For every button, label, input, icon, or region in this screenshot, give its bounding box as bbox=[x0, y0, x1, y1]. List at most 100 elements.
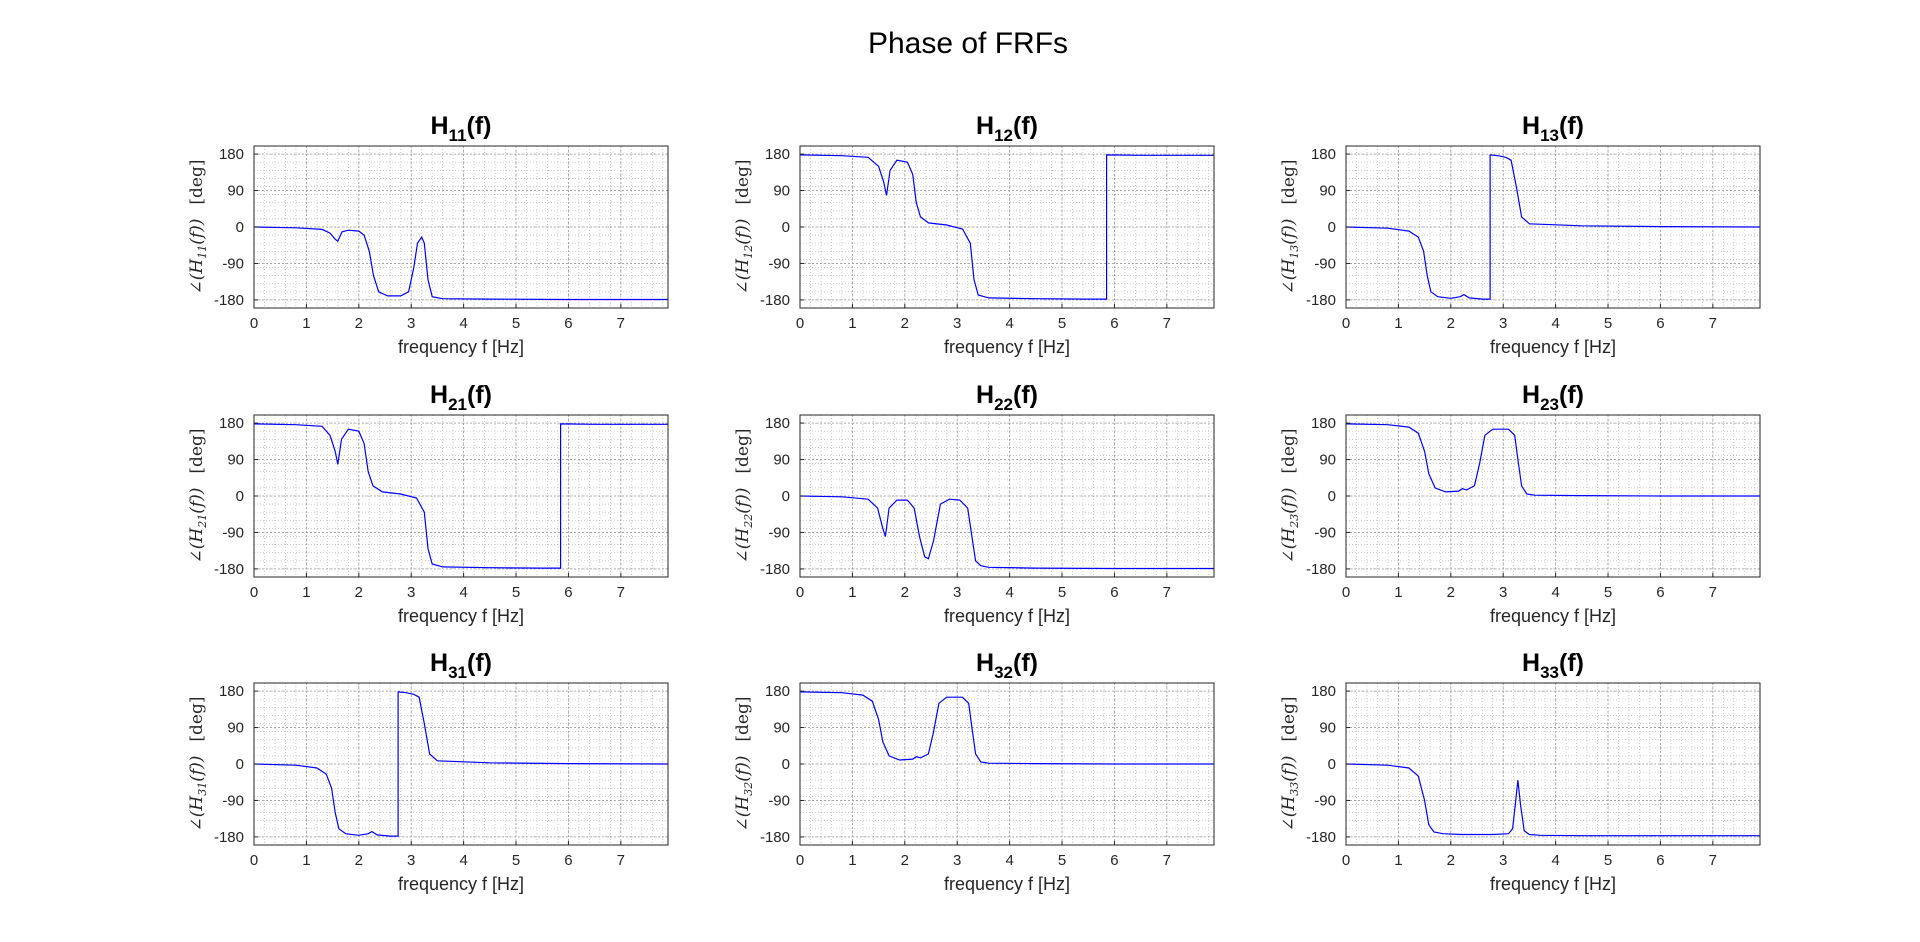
y-axis-label: ∠(H13(f)) [deg] bbox=[1279, 160, 1301, 295]
subplot-H22: 0 1 2 3 4 5 6 7 -180 -90 0 90 180 frequency f [Hz] ∠(H… bbox=[733, 381, 1215, 626]
x-tick-label: 7 bbox=[1163, 852, 1171, 869]
x-tick-label: 1 bbox=[302, 584, 310, 601]
phase-line-H11 bbox=[253, 226, 668, 301]
y-tick-label: -90 bbox=[768, 255, 790, 272]
x-tick-label: 6 bbox=[564, 584, 572, 601]
y-axis-label-unit: [deg] bbox=[733, 697, 753, 742]
y-tick-label: -90 bbox=[222, 792, 244, 809]
x-tick-label: 6 bbox=[564, 852, 572, 869]
x-tick-label: 7 bbox=[617, 315, 625, 332]
y-tick-label: -180 bbox=[1306, 292, 1336, 309]
x-tick-label: 0 bbox=[250, 852, 258, 869]
subplot-title-tail: (f) bbox=[467, 112, 492, 140]
y-axis-label-unit: [deg] bbox=[1279, 160, 1299, 205]
x-axis-label: frequency f [Hz] bbox=[398, 337, 524, 357]
x-axis-label: frequency f [Hz] bbox=[944, 337, 1070, 357]
phase-line-H12 bbox=[799, 154, 1214, 300]
x-axis-label: frequency f [Hz] bbox=[944, 874, 1070, 894]
subplot-title-tail: (f) bbox=[1559, 649, 1584, 677]
x-tick-label: 7 bbox=[1163, 584, 1171, 601]
x-tick-label: 6 bbox=[1110, 584, 1118, 601]
y-axis-label-unit: [deg] bbox=[733, 429, 753, 474]
subplot-title-sub: 21 bbox=[448, 395, 467, 414]
y-axis-label-sub: 31 bbox=[196, 782, 209, 796]
x-tick-label: 5 bbox=[1604, 852, 1612, 869]
y-tick-label: -180 bbox=[214, 292, 244, 309]
x-tick-label: 7 bbox=[1709, 315, 1717, 332]
phase-line-H13 bbox=[1345, 154, 1761, 300]
y-axis-label: ∠(H11(f)) [deg] bbox=[187, 160, 209, 295]
subplot-title-main: H bbox=[1522, 112, 1540, 140]
y-axis-label-main: ∠(H bbox=[733, 527, 753, 564]
subplot-title-sub: 22 bbox=[994, 395, 1013, 414]
subplot-title-tail: (f) bbox=[467, 381, 492, 409]
x-tick-label: 4 bbox=[1551, 852, 1559, 869]
x-tick-label: 4 bbox=[1005, 584, 1013, 601]
y-axis-label-tail: (f)) bbox=[1279, 756, 1299, 782]
subplot-title-main: H bbox=[430, 649, 448, 677]
y-tick-label: 0 bbox=[1328, 756, 1336, 773]
x-tick-label: 4 bbox=[459, 315, 467, 332]
x-tick-label: 2 bbox=[901, 852, 909, 869]
x-tick-label: 4 bbox=[1005, 315, 1013, 332]
y-axis-label-tail: (f)) bbox=[187, 488, 207, 514]
y-axis-label: ∠(H21(f)) [deg] bbox=[187, 429, 209, 564]
x-axis-label: frequency f [Hz] bbox=[1490, 606, 1616, 626]
y-axis-label-sub: 11 bbox=[196, 245, 209, 259]
y-tick-label: -90 bbox=[1314, 524, 1336, 541]
y-tick-label: 0 bbox=[236, 219, 244, 236]
y-axis-label-main: ∠(H bbox=[1279, 527, 1299, 564]
y-axis-label-sub: 23 bbox=[1288, 514, 1301, 529]
y-tick-label: -90 bbox=[768, 792, 790, 809]
x-tick-label: 0 bbox=[796, 315, 804, 332]
subplot-H11: 0 1 2 3 4 5 6 7 -180 -90 0 90 180 frequency f [Hz] ∠(H… bbox=[187, 112, 669, 357]
y-axis-label-sub: 13 bbox=[1288, 245, 1301, 259]
subplot-title-main: H bbox=[1522, 381, 1540, 409]
subplot-title-main: H bbox=[976, 649, 994, 677]
y-tick-label: -180 bbox=[760, 561, 790, 578]
x-tick-label: 2 bbox=[355, 852, 363, 869]
x-tick-label: 5 bbox=[1604, 315, 1612, 332]
subplot-title-main: H bbox=[976, 381, 994, 409]
y-tick-label: -90 bbox=[768, 524, 790, 541]
y-tick-label: -180 bbox=[760, 292, 790, 309]
y-tick-label: 90 bbox=[773, 183, 790, 200]
subplot-title: H22(f) bbox=[976, 381, 1038, 414]
x-tick-label: 1 bbox=[848, 584, 856, 601]
subplot-title: H33(f) bbox=[1522, 649, 1584, 682]
y-axis-label-main: ∠(H bbox=[1279, 258, 1299, 295]
x-tick-label: 4 bbox=[1551, 315, 1559, 332]
y-tick-label: 180 bbox=[219, 683, 244, 700]
x-tick-label: 0 bbox=[1342, 584, 1350, 601]
x-tick-label: 0 bbox=[250, 584, 258, 601]
y-tick-label: 0 bbox=[236, 756, 244, 773]
x-tick-label: 3 bbox=[953, 315, 961, 332]
y-axis-label-tail: (f)) bbox=[187, 219, 207, 245]
y-tick-label: 90 bbox=[227, 452, 244, 469]
subplot-H33: 0 1 2 3 4 5 6 7 -180 -90 0 90 180 frequency f [Hz] ∠(H… bbox=[1279, 649, 1761, 894]
x-tick-label: 0 bbox=[250, 315, 258, 332]
subplot-title: H13(f) bbox=[1522, 112, 1584, 145]
x-tick-label: 7 bbox=[1709, 584, 1717, 601]
y-tick-label: 180 bbox=[1311, 415, 1336, 432]
y-axis-label-sub: 32 bbox=[742, 782, 755, 796]
x-tick-label: 1 bbox=[848, 315, 856, 332]
phase-line-H31 bbox=[253, 691, 669, 837]
y-axis-label: ∠(H33(f)) [deg] bbox=[1279, 697, 1301, 832]
y-tick-label: 180 bbox=[765, 146, 790, 163]
x-tick-label: 5 bbox=[512, 315, 520, 332]
major-grid bbox=[800, 146, 1214, 308]
y-tick-label: -180 bbox=[1306, 561, 1336, 578]
x-tick-label: 6 bbox=[1656, 315, 1664, 332]
y-tick-label: -90 bbox=[222, 255, 244, 272]
x-tick-label: 4 bbox=[459, 584, 467, 601]
y-axis-label: ∠(H31(f)) [deg] bbox=[187, 697, 209, 832]
y-tick-label: 90 bbox=[1319, 452, 1336, 469]
y-tick-label: 180 bbox=[219, 415, 244, 432]
y-tick-label: 90 bbox=[773, 720, 790, 737]
y-axis-label: ∠(H22(f)) [deg] bbox=[733, 429, 755, 564]
y-axis-label-unit: [deg] bbox=[733, 160, 753, 205]
